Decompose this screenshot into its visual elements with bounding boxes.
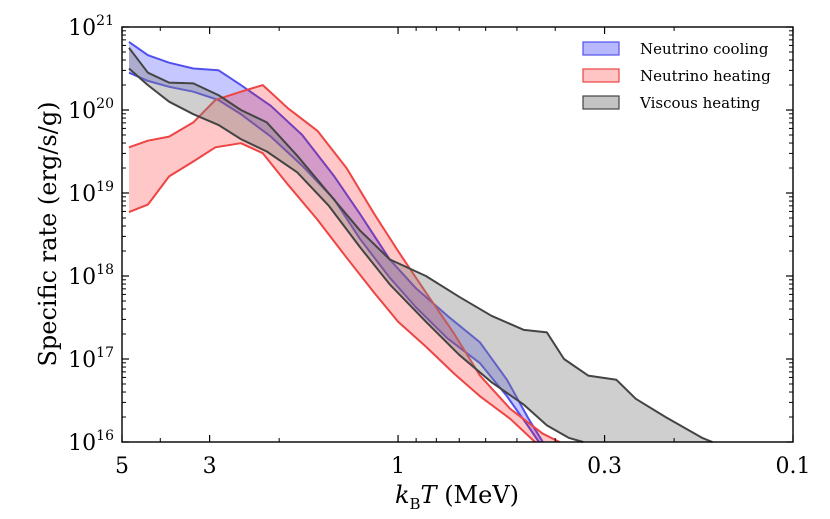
- legend-label-neutrino-cooling: Neutrino cooling: [640, 40, 769, 58]
- y-tick-label: 1021: [68, 13, 114, 41]
- axes-layer: 5 3 1 0.3 0.1 1016 1017 1018 1019 1020 1021: [68, 13, 810, 479]
- x-tick-label: 3: [203, 454, 217, 479]
- y-axis-label: Specific rate (erg/s/g): [34, 101, 62, 366]
- band-viscous-heating-lower-edge: [128, 67, 584, 443]
- legend-label-neutrino-heating: Neutrino heating: [640, 67, 771, 85]
- band-neutrino-cooling-upper-edge: [128, 41, 544, 443]
- x-tick-label: 0.3: [587, 454, 622, 479]
- bands-layer: [128, 41, 713, 443]
- plot-frame: [121, 26, 794, 443]
- x-tick-label: 1: [391, 454, 405, 479]
- legend-swatch-neutrino-heating: [582, 68, 620, 83]
- y-tick-label: 1016: [68, 428, 114, 456]
- legend: Neutrino cooling Neutrino heating Viscou…: [582, 40, 771, 112]
- legend-swatch-neutrino-cooling: [582, 41, 620, 56]
- band-viscous-heating-upper-edge: [128, 47, 713, 443]
- y-tick-label: 1017: [68, 345, 114, 373]
- x-tick-label: 0.1: [776, 454, 811, 479]
- y-tick-label: 1020: [68, 96, 114, 124]
- legend-swatch-viscous-heating: [582, 95, 620, 110]
- y-tick-label: 1019: [68, 179, 114, 207]
- legend-label-viscous-heating: Viscous heating: [639, 94, 761, 112]
- y-tick-label: 1018: [68, 262, 114, 290]
- x-axis-label: kBT (MeV): [395, 481, 519, 513]
- band-neutrino-heating-lower-edge: [128, 142, 536, 443]
- band-neutrino-heating-upper-edge: [128, 84, 561, 443]
- band-viscous-heating: [129, 47, 713, 443]
- band-neutrino-heating: [129, 85, 560, 442]
- x-tick-label: 5: [115, 454, 129, 479]
